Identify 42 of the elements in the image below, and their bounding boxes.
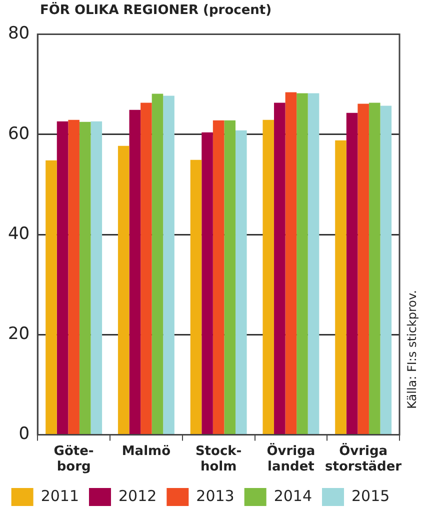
- bar: [56, 121, 68, 434]
- bar: [163, 96, 174, 434]
- x-tick-label: Övriga landet: [266, 442, 316, 475]
- x-tick-label: Stock- holm: [195, 444, 242, 475]
- bar: [296, 93, 308, 434]
- legend-label: 2013: [196, 486, 234, 505]
- legend-label: 2015: [352, 486, 390, 505]
- y-tick-label: 80: [8, 24, 30, 44]
- bar: [262, 120, 274, 434]
- bar: [285, 92, 297, 434]
- bar: [236, 130, 247, 434]
- x-tick-label: Övriga storstäder: [325, 442, 402, 475]
- bar: [308, 93, 320, 434]
- bar: [190, 160, 202, 434]
- y-tick-label: 0: [18, 424, 30, 444]
- text: Källa: FI:s stickprov.: [405, 290, 419, 409]
- legend-label: 2011: [40, 486, 80, 505]
- y-tick-label: 40: [8, 224, 30, 244]
- legend-label: 2014: [274, 486, 312, 505]
- bar: [368, 102, 380, 434]
- x-tick-label: Malmö: [122, 444, 171, 459]
- chart-title: FÖR OLIKA REGIONER (procent): [40, 3, 272, 19]
- bar: [140, 102, 152, 434]
- bar: [152, 94, 164, 434]
- bar: [212, 120, 224, 434]
- bar: [335, 140, 346, 434]
- bar: [380, 106, 392, 434]
- bar: [68, 120, 80, 434]
- legend-label: 2012: [118, 486, 157, 505]
- bar: [90, 121, 102, 434]
- y-tick-label: 60: [8, 124, 30, 144]
- x-tick-label: Göte- borg: [54, 444, 94, 475]
- y-tick-label: 20: [8, 324, 30, 344]
- bar: [79, 122, 91, 434]
- bar: [346, 112, 358, 434]
- bar: [358, 104, 369, 434]
- bar: [118, 146, 130, 434]
- bar: [46, 160, 57, 434]
- bar: [274, 102, 286, 434]
- bar: [224, 120, 236, 434]
- bar: [202, 132, 213, 434]
- bar: [129, 110, 141, 434]
